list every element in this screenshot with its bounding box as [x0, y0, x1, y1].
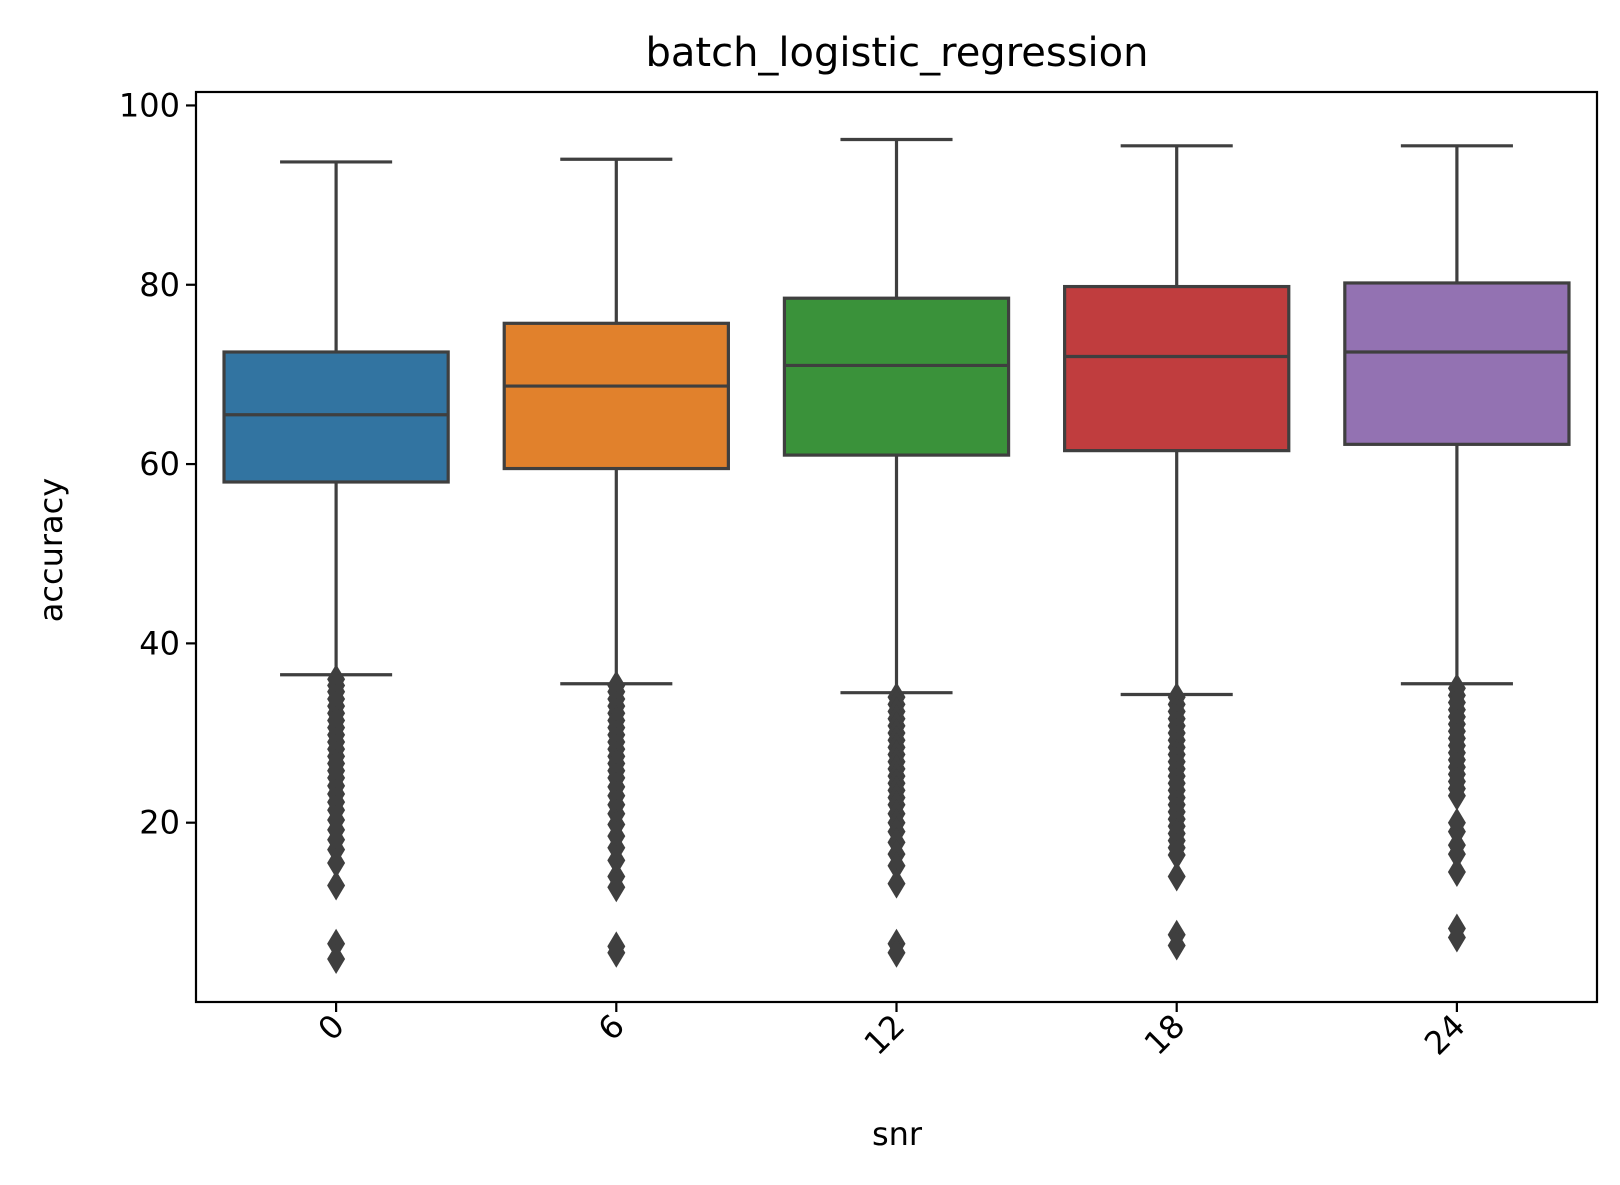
x-tick-label-18: 18 [1137, 1007, 1193, 1063]
iqr-box [502, 321, 730, 471]
iqr-box [1063, 284, 1291, 453]
plot-area [222, 137, 1571, 974]
outlier-point [327, 848, 346, 879]
iqr-box [782, 296, 1011, 457]
outlier-point [1447, 780, 1466, 811]
box-group-0 [222, 160, 450, 974]
outlier-point [1167, 839, 1186, 870]
iqr-box [1343, 281, 1571, 446]
outlier-point [887, 868, 906, 899]
outlier-point [327, 928, 346, 959]
x-tick-label-0: 0 [310, 1007, 351, 1048]
x-axis: 0 6 12 18 24 [310, 1002, 1473, 1063]
y-tick-label-20: 20 [139, 804, 180, 842]
y-tick-label-40: 40 [139, 624, 180, 662]
outlier-point [1447, 857, 1466, 887]
outlier-point [887, 937, 906, 968]
x-tick-label-12: 12 [856, 1007, 912, 1063]
box-group-24 [1343, 144, 1571, 953]
y-tick-label-100: 100 [119, 86, 180, 124]
outlier-point [1447, 922, 1466, 953]
chart-title: batch_logistic_regression [645, 30, 1148, 76]
outlier-point [607, 937, 626, 968]
plot-frame [194, 90, 1599, 1004]
y-tick-label-80: 80 [139, 266, 180, 304]
outlier-point [1167, 930, 1186, 961]
outlier-point [1167, 861, 1186, 892]
outlier-point [607, 872, 626, 903]
x-tick-label-24: 24 [1417, 1007, 1473, 1063]
box-group-12 [782, 137, 1011, 968]
iqr-box [222, 350, 450, 484]
outlier-point [887, 850, 906, 881]
x-tick-label-6: 6 [591, 1007, 632, 1048]
outlier-point [327, 943, 346, 974]
outlier-point [327, 870, 346, 901]
y-axis-label: accuracy [32, 478, 70, 622]
box-group-18 [1063, 144, 1291, 961]
box-group-6 [502, 157, 730, 968]
outlier-point [1447, 839, 1466, 870]
y-tick-label-60: 60 [139, 445, 180, 483]
y-axis: 20 40 60 80 100 [119, 86, 196, 842]
x-axis-label: snr [872, 1115, 923, 1153]
outlier-point [607, 845, 626, 876]
